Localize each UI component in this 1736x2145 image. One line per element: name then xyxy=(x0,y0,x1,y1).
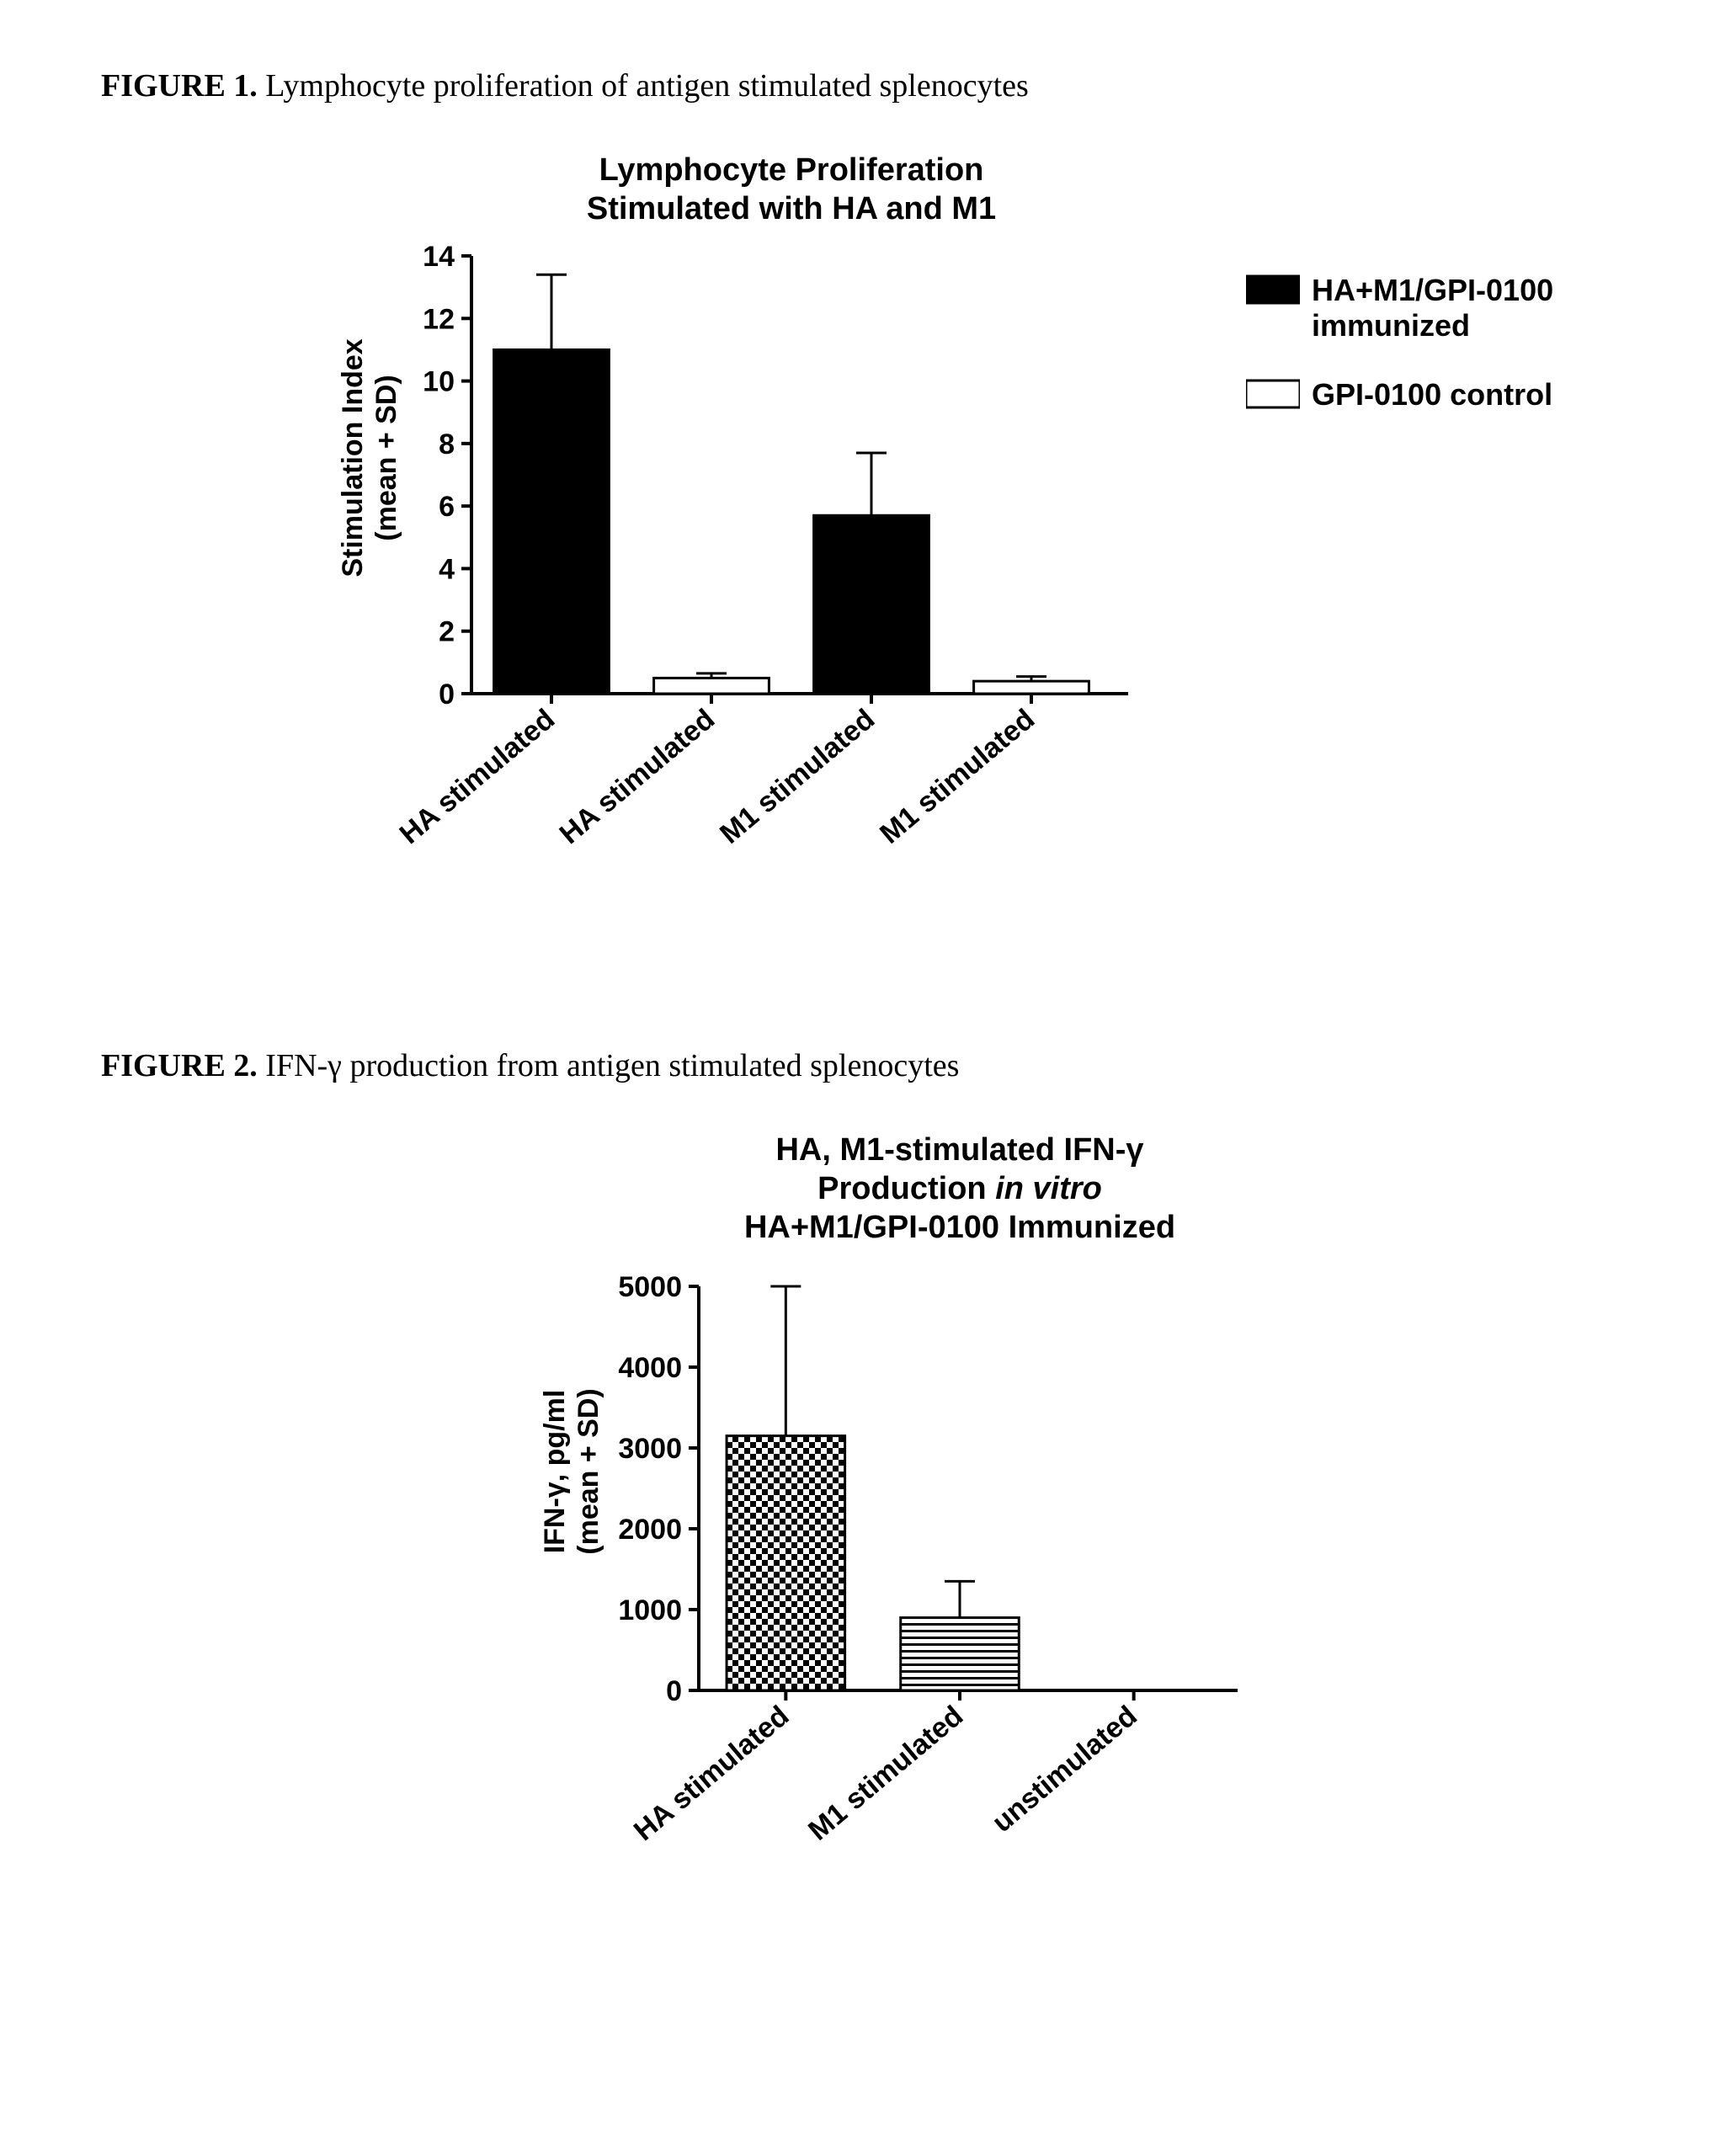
svg-text:5000: 5000 xyxy=(618,1271,682,1303)
svg-text:M1 stimulated: M1 stimulated xyxy=(802,1700,969,1847)
figure-1: FIGURE 1. Lymphocyte proliferation of an… xyxy=(101,67,1635,946)
svg-text:1000: 1000 xyxy=(618,1594,682,1626)
svg-text:4000: 4000 xyxy=(618,1352,682,1384)
svg-text:14: 14 xyxy=(423,241,455,273)
figure-2-caption-label: FIGURE 2. xyxy=(101,1048,258,1083)
svg-text:M1 stimulated: M1 stimulated xyxy=(874,703,1041,850)
svg-text:0: 0 xyxy=(666,1675,682,1707)
svg-text:3000: 3000 xyxy=(618,1433,682,1465)
svg-text:M1 stimulated: M1 stimulated xyxy=(714,703,881,850)
legend-immunized-line2: immunized xyxy=(1312,308,1553,343)
svg-text:unstimulated: unstimulated xyxy=(986,1700,1143,1839)
figure-2: FIGURE 2. IFN-γ production from antigen … xyxy=(101,1047,1635,1977)
svg-text:Stimulated with HA and M1: Stimulated with HA and M1 xyxy=(587,191,996,226)
svg-text:IFN-γ, pg/ml: IFN-γ, pg/ml xyxy=(539,1390,571,1554)
svg-text:Production in vitro: Production in vitro xyxy=(817,1171,1102,1206)
legend-control-line1: GPI-0100 control xyxy=(1312,377,1552,412)
svg-text:6: 6 xyxy=(439,491,455,523)
svg-text:(mean + SD): (mean + SD) xyxy=(572,1388,604,1554)
svg-text:(mean + SD): (mean + SD) xyxy=(370,375,402,540)
figure-2-caption-text: IFN-γ production from antigen stimulated… xyxy=(265,1048,959,1083)
svg-text:8: 8 xyxy=(439,428,455,460)
figure-2-caption: FIGURE 2. IFN-γ production from antigen … xyxy=(101,1047,1635,1084)
svg-text:HA, M1-stimulated IFN-γ: HA, M1-stimulated IFN-γ xyxy=(775,1132,1143,1168)
svg-text:Stimulation Index: Stimulation Index xyxy=(337,338,369,577)
svg-text:4: 4 xyxy=(439,553,455,585)
svg-text:HA+M1/GPI-0100 Immunized: HA+M1/GPI-0100 Immunized xyxy=(744,1210,1175,1245)
svg-text:Lymphocyte Proliferation: Lymphocyte Proliferation xyxy=(599,152,984,188)
figure-2-chart: HA, M1-stimulated IFN-γProduction in vit… xyxy=(497,1118,1339,1977)
svg-text:2: 2 xyxy=(439,616,455,648)
svg-text:10: 10 xyxy=(423,366,455,398)
figure-1-chart: Lymphocyte ProliferationStimulated with … xyxy=(286,138,1212,946)
svg-text:HA stimulated: HA stimulated xyxy=(394,703,562,850)
legend-immunized-line1: HA+M1/GPI-0100 xyxy=(1312,273,1553,308)
figure-1-caption-text: Lymphocyte proliferation of antigen stim… xyxy=(265,68,1029,104)
figure-1-legend: HA+M1/GPI-0100 immunized GPI-0100 contro… xyxy=(1246,273,1553,412)
legend-item-immunized: HA+M1/GPI-0100 immunized xyxy=(1246,273,1553,343)
svg-text:12: 12 xyxy=(423,303,455,335)
svg-text:2000: 2000 xyxy=(618,1514,682,1546)
figure-1-caption: FIGURE 1. Lymphocyte proliferation of an… xyxy=(101,67,1635,104)
legend-item-control: GPI-0100 control xyxy=(1246,377,1553,412)
figure-1-caption-label: FIGURE 1. xyxy=(101,68,258,104)
svg-text:HA stimulated: HA stimulated xyxy=(628,1700,796,1847)
svg-text:HA stimulated: HA stimulated xyxy=(554,703,722,850)
svg-text:0: 0 xyxy=(439,679,455,711)
